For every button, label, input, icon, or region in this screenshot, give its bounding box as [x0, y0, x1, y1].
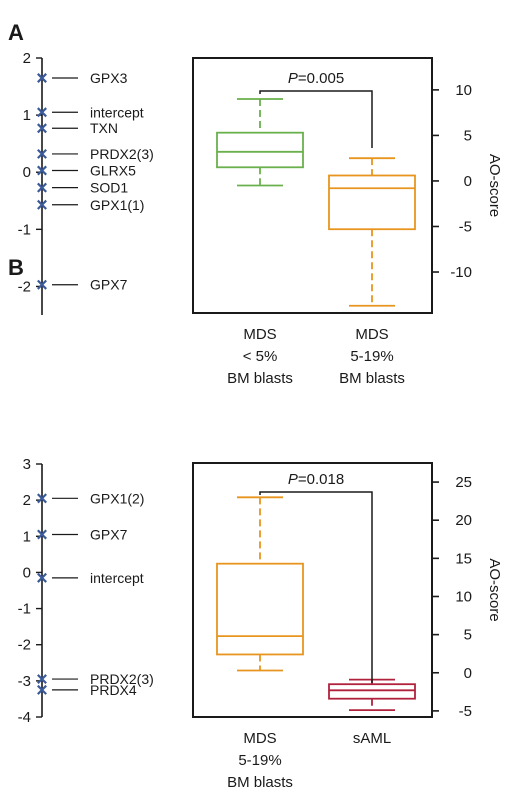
box [328, 683, 416, 700]
y-tick-label: 0 [464, 173, 472, 190]
x-marker-icon [37, 199, 47, 210]
boxplot-b: 25 20 15 10 5 0 -5 AO-score MDS 5-19% BM blasts sAM… [192, 462, 503, 791]
y-tick-label: 0 [23, 164, 31, 181]
y-axis-label: AO-score [486, 154, 503, 217]
gene-label: GPX1(2) [90, 490, 144, 506]
significance-bracket [259, 90, 373, 148]
category-label: sAML [353, 730, 391, 747]
panel-label-b: B [8, 255, 24, 280]
gene-label: PRDX4 [90, 682, 137, 698]
y-axis-label: AO-score [486, 558, 503, 621]
x-marker-icon [37, 182, 47, 193]
p-value-label: P=0.018 [288, 471, 344, 488]
x-marker-icon [37, 148, 47, 159]
gene-label: GPX7 [90, 526, 128, 542]
gene-label: GLRX5 [90, 163, 136, 179]
gene-label: GPX1(1) [90, 197, 144, 213]
gene-label: intercept [90, 570, 144, 586]
plot-frame [192, 57, 433, 314]
gene-label: SOD1 [90, 180, 128, 196]
x-marker-icon [37, 73, 47, 83]
significance-bracket [259, 491, 373, 683]
x-marker-icon [37, 493, 47, 504]
y-tick-label: -5 [459, 703, 472, 720]
x-marker-icon [37, 684, 47, 695]
p-value-text: =0.005 [298, 70, 344, 87]
category-label: MDS [243, 326, 276, 343]
y-tick-label: 10 [455, 588, 472, 605]
y-tick-label: 2 [23, 50, 31, 67]
category-label: BM blasts [227, 370, 293, 387]
x-marker-icon [37, 165, 47, 176]
gene-label: GPX7 [90, 277, 128, 293]
y-tick-label: -4 [18, 709, 31, 726]
gene-label: PRDX2(3) [90, 671, 154, 687]
p-value-symbol: P [288, 70, 298, 87]
y-tick-label: 10 [455, 82, 472, 99]
category-label: < 5% [243, 348, 278, 365]
x-marker-icon [37, 572, 47, 583]
p-value-symbol: P [288, 471, 298, 488]
x-marker-icon [37, 674, 47, 685]
gene-label: TXN [90, 120, 118, 136]
y-tick-label: -5 [459, 218, 472, 235]
x-marker-icon [37, 123, 47, 134]
x-marker-icon [37, 529, 47, 540]
boxplot-a: 10 5 0 -5 -10 AO-score MDS < 5% BM blasts MDS 5-19… [192, 57, 503, 387]
p-value-label: P=0.005 [288, 70, 344, 87]
y-tick-label: -1 [18, 601, 31, 618]
gene-label: intercept [90, 104, 144, 120]
box [328, 174, 416, 231]
category-label: 5-19% [238, 752, 281, 769]
y-tick-label: 25 [455, 474, 472, 491]
category-label: 5-19% [350, 348, 393, 365]
plot-frame [192, 462, 433, 718]
box [216, 131, 304, 169]
y-tick-label: 5 [464, 127, 472, 144]
y-tick-label: 0 [23, 564, 31, 581]
x-marker-icon [37, 279, 47, 290]
y-tick-label: -2 [18, 637, 31, 654]
category-label: MDS [355, 326, 388, 343]
p-value-text: =0.018 [298, 471, 344, 488]
nomogram-b: 3 2 1 0 -1 -2 -3 -4 GPX1(2) GPX7 intercept PRDX2(3)… [18, 456, 154, 726]
y-tick-label: 20 [455, 512, 472, 529]
y-tick-label: 0 [464, 665, 472, 682]
category-label: BM blasts [339, 370, 405, 387]
gene-label: PRDX2(3) [90, 146, 154, 162]
x-marker-icon [37, 107, 47, 118]
y-tick-label: 15 [455, 550, 472, 567]
y-tick-label: -10 [450, 264, 472, 281]
y-tick-label: 1 [23, 528, 31, 545]
y-tick-label: 2 [23, 492, 31, 509]
y-tick-label: -3 [18, 673, 31, 690]
gene-label: GPX3 [90, 70, 128, 86]
category-label: BM blasts [227, 774, 293, 791]
y-tick-label: 3 [23, 456, 31, 473]
category-label: MDS [243, 730, 276, 747]
y-tick-label: -2 [18, 278, 31, 295]
y-tick-label: 1 [23, 107, 31, 124]
panel-label-a: A [8, 20, 24, 45]
y-tick-label: -1 [18, 221, 31, 238]
box [216, 562, 304, 656]
y-tick-label: 5 [464, 627, 472, 644]
